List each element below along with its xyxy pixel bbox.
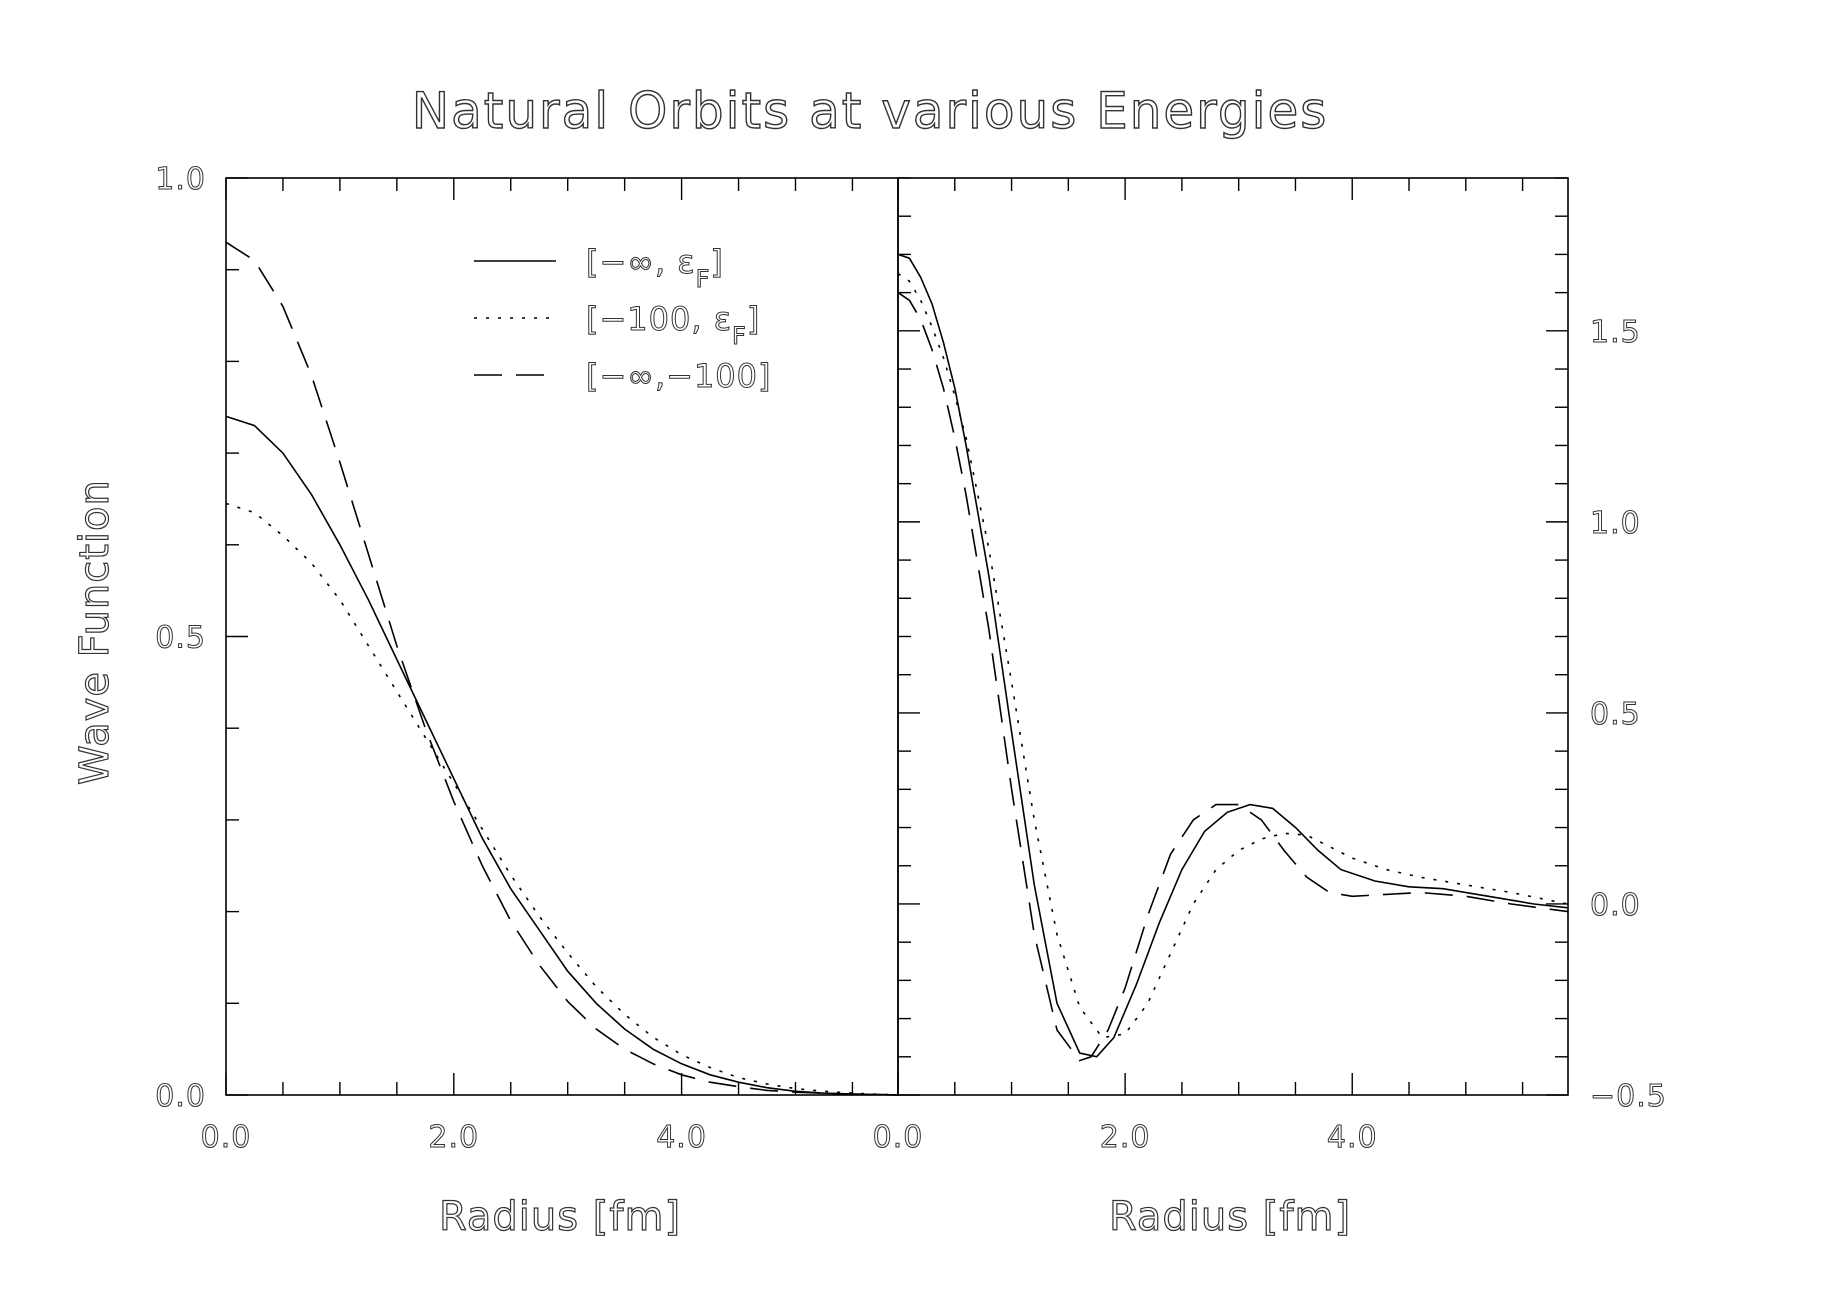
panel-2-series-solid [897, 253, 1569, 1058]
legend-label-solid: [−∞, εF] [586, 243, 724, 293]
panel-2-y-tick-label: −0.5 [1590, 1079, 1667, 1114]
panel-1-frame [225, 177, 899, 1096]
chart-title: Natural Orbits at various Energies [412, 82, 1329, 140]
panel-1-y-tick-label: 1.0 [155, 162, 206, 197]
panel-2-series-dashed [897, 291, 1569, 1062]
panel-2-x-tick-label: 4.0 [1327, 1120, 1378, 1155]
panel-2-series-dotted [897, 272, 1569, 1039]
panel-1-series-solid [225, 415, 899, 1096]
x-axis-label-right: Radius [fm] [1109, 1194, 1351, 1240]
panel-2-y-tick-label: 0.0 [1590, 888, 1641, 923]
panel-2-x-tick-label: 0.0 [873, 1120, 924, 1155]
panel-2-y-tick-label: 1.5 [1590, 315, 1641, 350]
panel-2-y-tick-label: 0.5 [1590, 697, 1641, 732]
panel-1-y-tick-label: 0.5 [155, 621, 206, 656]
y-axis-label: Wave Function [72, 479, 118, 785]
x-axis-label-left: Radius [fm] [439, 1194, 681, 1240]
panel-1-series-dashed [225, 241, 899, 1096]
legend-label-dashed: [−∞,−100] [586, 357, 772, 395]
panel-1-series-dotted [225, 502, 899, 1096]
plot-layer: 0.0 2.0 4.0 0.0 0.5 1.0 0.0 2.0 4.0 −0.5 0.0 0.5 1.0… [155, 162, 1667, 1156]
panel-1-x-tick-label: 0.0 [201, 1120, 252, 1155]
panel-1-y-tick-label: 0.0 [155, 1079, 206, 1114]
panel-1-x-tick-label: 4.0 [656, 1120, 707, 1155]
legend-label-dotted: [−100, εF] [586, 300, 760, 350]
panel-2-x-tick-label: 2.0 [1100, 1120, 1151, 1155]
panel-1-x-tick-label: 2.0 [428, 1120, 479, 1155]
legend: [−∞, εF] [−100, εF] [−∞,−100] [474, 243, 772, 396]
panel-2-y-tick-label: 1.0 [1590, 506, 1641, 541]
